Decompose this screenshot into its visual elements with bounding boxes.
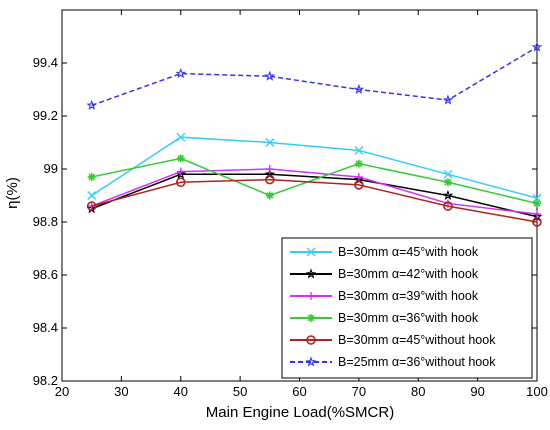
marker-asterisk xyxy=(177,155,185,162)
marker-x xyxy=(354,145,364,155)
legend-entry: B=30mm α=45°with hook xyxy=(290,245,479,259)
marker-asterisk xyxy=(266,192,274,199)
marker-x xyxy=(443,169,453,179)
marker-star xyxy=(353,83,365,95)
legend-entry: B=30mm α=45°without hook xyxy=(290,333,496,347)
legend-label: B=30mm α=45°with hook xyxy=(338,245,479,259)
y-tick-label: 98.8 xyxy=(33,214,58,229)
marker-circle xyxy=(265,174,275,185)
x-tick-label: 90 xyxy=(470,384,484,399)
x-tick-label: 100 xyxy=(526,384,548,399)
series-line xyxy=(91,136,538,199)
series xyxy=(86,174,542,227)
marker-star xyxy=(442,94,454,105)
marker-x xyxy=(87,191,97,200)
x-tick-label: 50 xyxy=(233,384,247,399)
marker-asterisk xyxy=(444,178,452,186)
y-tick-label: 99.2 xyxy=(33,108,58,123)
series-line xyxy=(91,168,538,215)
legend-entry: B=30mm α=42°with hook xyxy=(290,267,479,281)
x-axis-label: Main Engine Load(%SMCR) xyxy=(206,404,394,421)
series xyxy=(87,154,541,208)
legend-box xyxy=(281,237,533,379)
x-tick-label: 30 xyxy=(114,384,128,399)
x-tick-label: 60 xyxy=(292,384,306,399)
marker-star xyxy=(305,268,317,279)
marker-x xyxy=(176,132,186,142)
marker-star xyxy=(531,41,543,52)
marker-circle xyxy=(443,201,453,211)
series-group xyxy=(86,41,543,227)
legend-entry: B=30mm α=39°with hook xyxy=(290,289,479,303)
marker-star xyxy=(175,68,187,79)
legend-label: B=30mm α=36°with hook xyxy=(338,311,479,325)
legend: B=30mm α=45°with hook B=30mm α=42°with ho… xyxy=(281,237,533,379)
y-tick-label: 99 xyxy=(44,161,58,176)
y-tick-label: 98.4 xyxy=(33,320,58,335)
marker-circle xyxy=(175,177,186,188)
series xyxy=(87,132,542,203)
series-line xyxy=(91,173,538,218)
marker-star xyxy=(264,70,276,81)
x-tick-label: 80 xyxy=(411,384,425,399)
marker-circle xyxy=(532,217,542,227)
marker-asterisk xyxy=(533,200,541,207)
legend-label: B=30mm α=45°without hook xyxy=(338,333,496,347)
marker-circle xyxy=(354,180,364,190)
x-tick-label: 20 xyxy=(55,384,69,399)
marker-circle xyxy=(86,201,97,211)
series xyxy=(86,41,543,110)
series-line xyxy=(91,178,538,223)
series-line xyxy=(91,157,538,205)
marker-circle xyxy=(306,335,316,345)
marker-x xyxy=(306,247,316,257)
y-axis-label: η(%) xyxy=(4,177,21,209)
marker-asterisk xyxy=(88,173,96,181)
legend-label: B=30mm α=39°with hook xyxy=(338,289,479,303)
marker-x xyxy=(265,138,275,147)
legend-label: B=30mm α=42°with hook xyxy=(338,267,479,281)
y-tick-label: 98.2 xyxy=(33,373,58,388)
marker-asterisk xyxy=(355,160,363,168)
legend-label: B=25mm α=36°without hook xyxy=(338,355,496,369)
y-tick-label: 98.6 xyxy=(33,267,58,282)
legend-entry: B=30mm α=36°with hook xyxy=(290,311,479,325)
axes: 20 30 40 50 60 70 80 90 100 98.2 98.4 98.6 98.8 99 99.… xyxy=(33,9,548,399)
series xyxy=(86,168,543,222)
y-tick-label: 99.4 xyxy=(33,55,58,70)
x-tick-label: 70 xyxy=(352,384,366,399)
marker-star xyxy=(442,189,454,201)
series-line xyxy=(91,46,538,107)
marker-star xyxy=(305,356,317,367)
x-tick-label: 40 xyxy=(174,384,188,399)
legend-entry: B=25mm α=36°without hook xyxy=(290,355,496,369)
marker-star xyxy=(86,99,97,110)
marker-asterisk xyxy=(307,314,315,322)
